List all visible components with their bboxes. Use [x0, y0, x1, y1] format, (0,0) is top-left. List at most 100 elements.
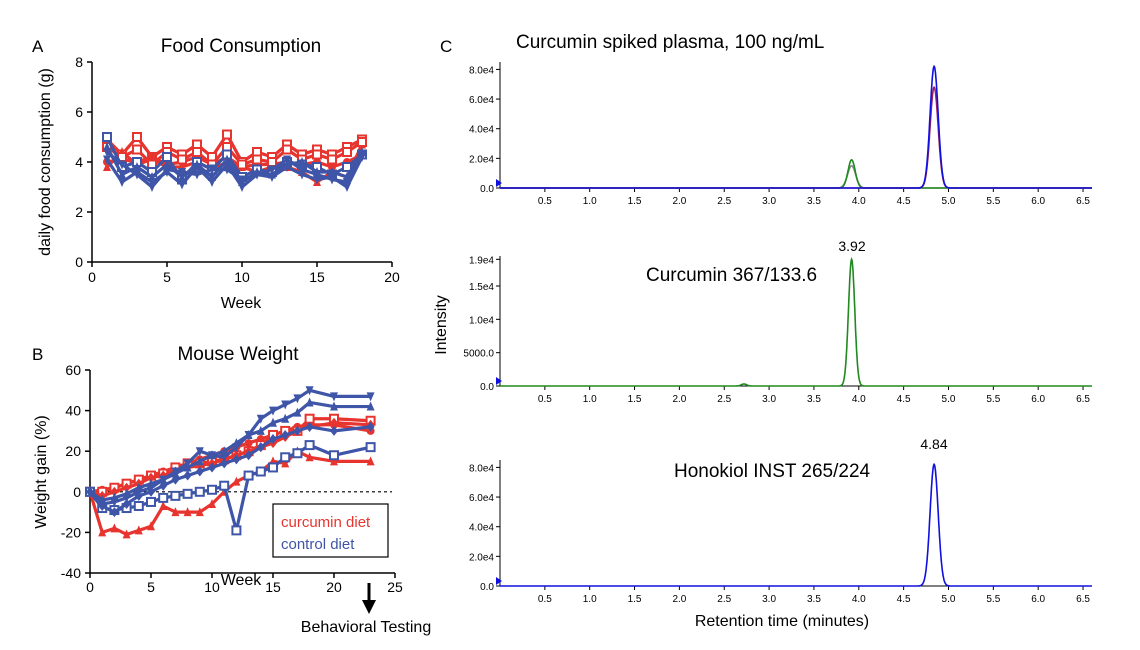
- panel-a-point: [118, 160, 126, 170]
- bot-chrom-y-tick-label: 0.0: [480, 582, 494, 593]
- panel-b-point: [293, 407, 302, 417]
- legend-box: [272, 503, 389, 558]
- panel-b-point: [147, 472, 155, 483]
- panel-b-point: [219, 480, 230, 491]
- panel-b-point: [305, 386, 314, 396]
- mid-chrom-x-tick-label: 4.0: [852, 394, 866, 405]
- mid-chrom-x-tick-label: 2.5: [717, 394, 731, 405]
- top-chrom-x-tick-label: 5.0: [942, 196, 956, 207]
- top-chrom-y-tick-label: 2.0e4: [469, 154, 494, 165]
- panel-b-point: [134, 525, 143, 535]
- bot-chrom-x-tick-label: 3.5: [807, 594, 821, 605]
- mid-chrom-x-tick-label: 1.0: [583, 394, 597, 405]
- panel-b-point: [158, 492, 169, 503]
- panel-a-y-tick-label: 6: [75, 104, 83, 120]
- behavioral-arrow-head: [362, 600, 376, 614]
- panel-a-x-tick-label: 0: [88, 269, 96, 285]
- panel-b-point: [330, 401, 338, 411]
- bot-chrom-x-tick-label: 2.5: [717, 594, 731, 605]
- top-chrom-x-tick-label: 2.0: [672, 196, 686, 207]
- panel-a-point: [223, 154, 231, 164]
- panel-a-xlabel: Week: [221, 295, 263, 312]
- panel-b-point: [110, 523, 119, 533]
- panel-b-point: [194, 486, 205, 497]
- panel-b-point: [171, 474, 180, 485]
- mid-chrom-marker: [496, 377, 502, 385]
- panel-b-point: [220, 446, 229, 456]
- panel-a-point: [343, 178, 351, 187]
- top-chrom-x-tick-label: 2.5: [717, 196, 731, 207]
- bot-chrom-x-tick-label: 1.5: [628, 594, 642, 605]
- panel-b-point: [269, 406, 277, 416]
- panel-c-xlabel: Retention time (minutes): [695, 613, 869, 630]
- bot-chrom-x-tick-label: 5.5: [986, 594, 1000, 605]
- panel-b-letter: B: [32, 345, 43, 364]
- panel-b-point: [244, 450, 253, 461]
- honokiol-trace-label: Honokiol INST 265/224: [674, 461, 871, 482]
- panel-b-point: [147, 521, 155, 531]
- panel-b-title: Mouse Weight: [177, 344, 299, 365]
- panel-a-title: Food Consumption: [161, 36, 322, 57]
- panel-b-point: [365, 442, 376, 453]
- panel-b-point: [269, 434, 277, 445]
- panel-b-point: [86, 486, 94, 497]
- panel-a-y-tick-label: 2: [75, 204, 83, 220]
- mid-chrom-x-tick-label: 3.0: [762, 394, 776, 405]
- panel-c-letter: C: [440, 37, 452, 56]
- panel-a-point: [298, 165, 306, 175]
- panel-b-point: [281, 429, 290, 440]
- panel-a-point: [268, 165, 276, 175]
- panel-b-point: [366, 421, 375, 432]
- panel-b-point: [330, 392, 338, 402]
- bot-chrom-x-tick-label: 1.0: [583, 594, 597, 605]
- top-chrom-x-tick-label: 3.0: [762, 196, 776, 207]
- panel-a-point: [178, 168, 186, 177]
- panel-b-point: [329, 450, 339, 461]
- panel-a-point: [133, 162, 141, 171]
- panel-b-point: [159, 480, 168, 491]
- legend-curcumin: curcumin diet: [281, 514, 371, 531]
- mid-chrom-x-tick-label: 1.5: [628, 394, 642, 405]
- top-chrom-y-tick-label: 0.0: [480, 184, 494, 195]
- panel-a-x-tick-label: 5: [163, 269, 171, 285]
- panel-b-point: [170, 490, 181, 501]
- honokiol-peak-label: 4.84: [920, 436, 947, 452]
- panel-b-point: [171, 468, 180, 478]
- panel-b-point: [146, 496, 156, 507]
- panel-b-point: [195, 466, 204, 477]
- panel-b-point: [134, 490, 143, 501]
- curcumin-trace-label: Curcumin 367/133.6: [646, 265, 817, 286]
- mid-chrom-y-tick-label: 1.0e4: [469, 315, 494, 326]
- bot-chrom-y-tick-label: 8.0e4: [469, 463, 494, 474]
- panel-a-y-tick-label: 8: [75, 54, 83, 70]
- panel-b-point: [268, 462, 278, 473]
- top-chrom-x-tick-label: 5.5: [986, 196, 1000, 207]
- panel-b-point: [231, 525, 242, 536]
- behavioral-testing-label: Behavioral Testing: [301, 619, 431, 636]
- panel-a-point: [328, 175, 336, 185]
- panel-a-point: [298, 170, 306, 180]
- panel-a-point: [132, 132, 142, 142]
- panel-b-point: [98, 527, 107, 537]
- top-chrom-y-tick-label: 8.0e4: [469, 65, 494, 76]
- panel-b-x-tick-label: 0: [86, 579, 94, 595]
- panel-b-point: [147, 486, 155, 497]
- panel-b-point: [110, 486, 119, 497]
- panel-a-point: [253, 170, 261, 180]
- panel-b-point: [281, 413, 290, 423]
- panel-a-point: [343, 183, 351, 192]
- panel-c-title: Curcumin spiked plasma, 100 ng/mL: [516, 32, 824, 53]
- panel-a-point: [237, 159, 247, 170]
- panel-b-point: [366, 401, 375, 411]
- panel-a-point: [193, 159, 201, 169]
- top-chrom-x-tick-label: 4.5: [897, 196, 911, 207]
- panel-b-point: [330, 425, 338, 436]
- panel-a-point: [103, 162, 111, 171]
- panel-a-point: [328, 167, 336, 176]
- panel-a-point: [148, 172, 156, 181]
- top-chrom-x-tick-label: 6.0: [1031, 196, 1045, 207]
- panel-b-ylabel: Weight gain (%): [33, 415, 50, 529]
- panel-a-point: [222, 129, 232, 140]
- mid-chrom-y-tick-label: 1.5e4: [469, 282, 494, 293]
- panel-a-point: [103, 155, 111, 165]
